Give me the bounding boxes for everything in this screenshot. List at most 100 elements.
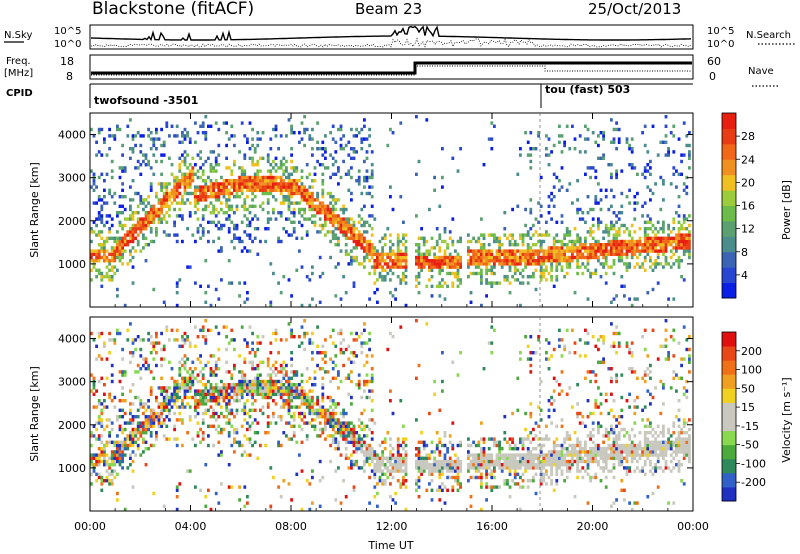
velocity-cell <box>311 351 314 355</box>
velocity-cell <box>266 392 270 396</box>
power-cell <box>508 252 512 256</box>
velocity-cell <box>298 405 301 409</box>
velocity-cell <box>290 376 293 380</box>
power-cell <box>482 255 486 260</box>
power-cell <box>643 169 647 173</box>
power-cell <box>454 275 457 279</box>
velocity-cell <box>495 463 499 467</box>
velocity-cell <box>253 386 257 390</box>
power-cell <box>108 275 111 279</box>
power-cell <box>230 281 234 285</box>
power-cell <box>610 243 613 247</box>
velocity-cell <box>516 376 520 380</box>
velocity-cell <box>136 363 140 368</box>
velocity-cell <box>490 485 494 489</box>
velocity-cell <box>350 463 353 467</box>
velocity-cell <box>248 325 252 329</box>
power-cell <box>662 223 665 228</box>
velocity-cell <box>121 466 124 470</box>
velocity-cell <box>402 440 405 444</box>
velocity-cell <box>448 456 452 460</box>
velocity-cell <box>277 443 280 448</box>
power-cell <box>597 182 600 186</box>
power-cell <box>578 236 582 240</box>
power-cell <box>402 236 405 240</box>
velocity-cell <box>498 456 501 460</box>
velocity-cell <box>451 485 455 489</box>
velocity-cell <box>173 427 176 432</box>
velocity-cell <box>347 376 351 380</box>
power-cell <box>272 185 275 189</box>
power-cell <box>303 211 306 215</box>
velocity-cell <box>318 367 322 371</box>
power-cell <box>654 259 657 263</box>
velocity-cell <box>295 389 299 393</box>
power-cell <box>269 188 273 192</box>
power-cell <box>214 287 218 292</box>
power-cell <box>651 230 655 234</box>
power-cell <box>199 195 202 199</box>
velocity-cell <box>266 431 270 435</box>
power-cell <box>251 163 254 167</box>
velocity-cell <box>214 395 218 400</box>
power-cell <box>376 259 379 263</box>
power-cell <box>305 191 309 196</box>
power-cell <box>591 217 595 221</box>
power-cell <box>373 259 377 263</box>
velocity-cell <box>329 335 332 339</box>
power-cell <box>240 169 244 173</box>
power-cell <box>142 134 145 138</box>
velocity-cell <box>256 392 260 396</box>
power-cell <box>149 220 153 224</box>
velocity-cell <box>266 383 270 387</box>
power-cell <box>188 214 192 218</box>
velocity-cell <box>422 466 426 470</box>
velocity-cell <box>326 395 330 400</box>
velocity-cell <box>391 453 395 457</box>
power-cell <box>103 259 106 263</box>
velocity-cell <box>116 434 119 438</box>
power-cell <box>339 124 343 128</box>
velocity-cell <box>456 466 460 470</box>
power-cell <box>92 252 96 256</box>
power-cell <box>636 191 639 196</box>
power-cell <box>386 271 390 276</box>
velocity-cell <box>290 415 293 419</box>
power-cell <box>680 159 683 164</box>
velocity-cell <box>110 450 114 454</box>
velocity-cell <box>365 373 369 377</box>
power-cell <box>591 252 595 256</box>
power-cell <box>136 217 140 221</box>
power-cell <box>126 233 130 237</box>
power-cell <box>108 278 111 282</box>
velocity-cell <box>389 482 392 486</box>
velocity-cell <box>542 466 546 470</box>
velocity-cell <box>404 463 408 467</box>
power-cell <box>207 185 210 189</box>
power-cell <box>318 204 322 208</box>
power-cell <box>95 275 98 279</box>
velocity-cell <box>147 405 150 409</box>
power-cell <box>428 262 431 266</box>
velocity-cell <box>303 392 306 396</box>
power-cell <box>604 259 608 263</box>
power-cell <box>368 249 371 253</box>
velocity-cell <box>433 459 436 464</box>
power-cell <box>347 169 351 173</box>
power-cell <box>435 262 439 266</box>
power-cell <box>617 255 621 260</box>
velocity-cell <box>129 389 132 393</box>
power-cell <box>256 182 260 186</box>
power-cell <box>625 255 629 260</box>
velocity-cell <box>105 469 109 473</box>
velocity-cell <box>240 408 244 412</box>
velocity-cell <box>404 437 408 441</box>
power-cell <box>175 233 179 237</box>
velocity-cell <box>233 427 236 432</box>
power-cell <box>480 303 483 308</box>
power-cell <box>529 198 533 202</box>
velocity-cell <box>532 427 535 432</box>
velocity-cell <box>235 395 239 400</box>
power-cell <box>342 211 345 215</box>
velocity-cell <box>131 434 135 438</box>
